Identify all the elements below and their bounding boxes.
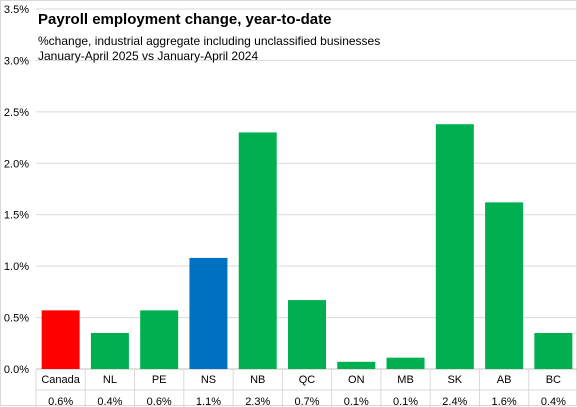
bar-ns — [189, 257, 228, 369]
value-label: 0.1% — [393, 396, 418, 407]
category-label: NB — [250, 374, 265, 386]
y-tick-label: 0.0% — [4, 364, 29, 376]
y-tick-label: 0.5% — [4, 313, 29, 325]
value-label: 2.4% — [442, 396, 467, 407]
bar-sk — [435, 124, 474, 369]
category-label: Canada — [41, 374, 80, 386]
y-tick-label: 3.0% — [4, 55, 29, 67]
y-tick-label: 1.5% — [4, 210, 29, 222]
bar-bc — [534, 333, 573, 369]
chart-title: Payroll employment change, year-to-date — [38, 11, 332, 28]
bar-canada — [41, 310, 80, 369]
category-label: BC — [546, 374, 561, 386]
category-label: AB — [497, 374, 512, 386]
category-label: QC — [299, 374, 316, 386]
bar-nb — [238, 132, 277, 369]
category-label: NL — [103, 374, 117, 386]
bar-ab — [485, 202, 524, 369]
value-label: 0.6% — [147, 396, 172, 407]
value-label: 2.3% — [245, 396, 270, 407]
value-label: 1.1% — [196, 396, 221, 407]
category-label: MB — [397, 374, 414, 386]
category-label: PE — [152, 374, 167, 386]
value-label: 0.6% — [48, 396, 73, 407]
value-label: 0.7% — [294, 396, 319, 407]
category-label: NS — [201, 374, 216, 386]
chart-subtitle-line-2: January-April 2025 vs January-April 2024 — [38, 49, 259, 63]
value-label: 1.6% — [492, 396, 517, 407]
bar-qc — [288, 300, 326, 369]
y-tick-label: 1.0% — [4, 261, 29, 273]
bar-on — [337, 361, 376, 369]
y-tick-label: 2.5% — [4, 107, 29, 119]
value-label: 0.4% — [97, 396, 122, 407]
value-label: 0.4% — [541, 396, 566, 407]
y-tick-label: 3.5% — [4, 4, 29, 16]
bar-pe — [140, 310, 179, 369]
value-label: 0.1% — [344, 396, 369, 407]
y-tick-label: 2.0% — [4, 158, 29, 170]
chart-subtitle-line-1: %change, industrial aggregate including … — [38, 34, 381, 48]
bar-mb — [386, 357, 425, 369]
bar-nl — [90, 333, 129, 369]
category-label: SK — [447, 374, 462, 386]
category-label: ON — [348, 374, 365, 386]
